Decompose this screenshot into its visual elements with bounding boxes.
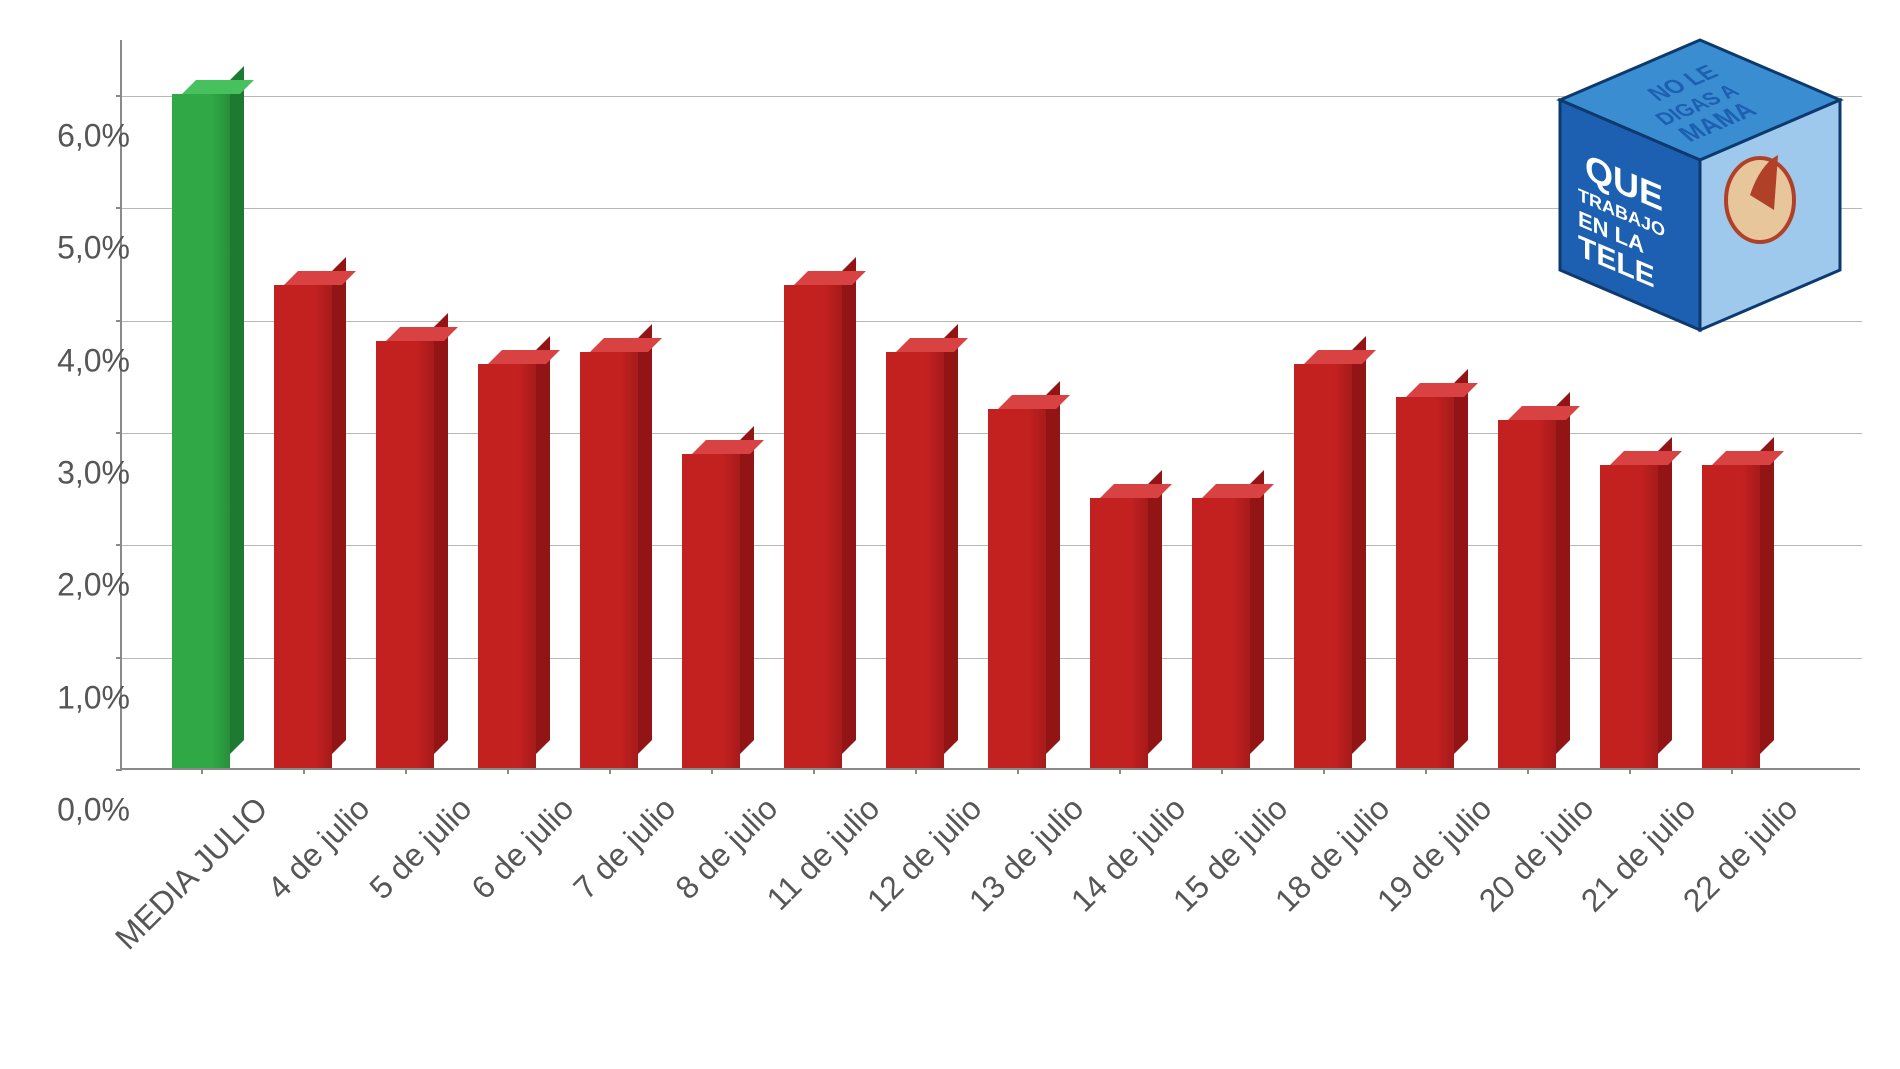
bar-side xyxy=(230,66,244,754)
bar-group xyxy=(1498,420,1556,768)
y-axis-label: 1,0% xyxy=(57,679,130,716)
y-tick xyxy=(116,544,122,546)
x-tick xyxy=(507,768,509,774)
bar-front xyxy=(478,364,536,768)
x-tick xyxy=(1629,768,1631,774)
bar-group xyxy=(1600,465,1658,768)
bar xyxy=(1498,420,1556,768)
y-tick xyxy=(116,320,122,322)
x-tick xyxy=(711,768,713,774)
bar-group xyxy=(682,454,740,768)
bar xyxy=(1294,364,1352,768)
bar-front xyxy=(172,94,230,768)
bar-group xyxy=(1702,465,1760,768)
y-axis-label: 2,0% xyxy=(57,567,130,604)
bar xyxy=(172,94,230,768)
bar-front xyxy=(580,352,638,768)
logo-cube-svg: QUE TRABAJO EN LA TELE NO LE DIGAS A MAM… xyxy=(1530,30,1870,360)
bar xyxy=(580,352,638,768)
x-tick xyxy=(609,768,611,774)
bar-group xyxy=(274,285,332,768)
bar-front xyxy=(1498,420,1556,768)
bar-side xyxy=(332,257,346,754)
bar xyxy=(376,341,434,768)
bar-front xyxy=(886,352,944,768)
bar-group xyxy=(1396,397,1454,768)
bar xyxy=(988,409,1046,768)
x-tick xyxy=(813,768,815,774)
bar-side xyxy=(1352,336,1366,754)
bar xyxy=(1600,465,1658,768)
bar-front xyxy=(1192,498,1250,768)
bar-side xyxy=(842,257,856,754)
x-tick xyxy=(1323,768,1325,774)
bar xyxy=(886,352,944,768)
y-axis-label: 6,0% xyxy=(57,118,130,155)
bar-front xyxy=(1396,397,1454,768)
bar-front xyxy=(376,341,434,768)
x-tick xyxy=(1119,768,1121,774)
bar-side xyxy=(1250,470,1264,754)
y-tick xyxy=(116,432,122,434)
bar-side xyxy=(1046,381,1060,754)
bar xyxy=(1090,498,1148,768)
bar xyxy=(682,454,740,768)
bar-side xyxy=(1760,437,1774,754)
bar-side xyxy=(1556,392,1570,754)
bar-group xyxy=(376,341,434,768)
bar-front xyxy=(1090,498,1148,768)
x-tick xyxy=(1221,768,1223,774)
x-tick xyxy=(1527,768,1529,774)
x-tick xyxy=(405,768,407,774)
bar-front xyxy=(1294,364,1352,768)
bar-group xyxy=(172,94,230,768)
y-axis-label: 5,0% xyxy=(57,230,130,267)
y-axis-label: 4,0% xyxy=(57,342,130,379)
logo-cube: QUE TRABAJO EN LA TELE NO LE DIGAS A MAM… xyxy=(1530,30,1870,360)
bar-group xyxy=(784,285,842,768)
y-tick xyxy=(116,95,122,97)
bar-group xyxy=(1294,364,1352,768)
x-tick xyxy=(303,768,305,774)
bar-group xyxy=(886,352,944,768)
bar-side xyxy=(944,324,958,754)
x-tick xyxy=(1017,768,1019,774)
x-tick xyxy=(201,768,203,774)
bar-side xyxy=(638,324,652,754)
bar-side xyxy=(740,426,754,754)
bar-front xyxy=(988,409,1046,768)
bar-group xyxy=(1192,498,1250,768)
bar-group xyxy=(580,352,638,768)
bar-group xyxy=(1090,498,1148,768)
x-tick xyxy=(915,768,917,774)
bar-group xyxy=(478,364,536,768)
y-axis-label: 3,0% xyxy=(57,455,130,492)
y-tick xyxy=(116,769,122,771)
bar-side xyxy=(434,313,448,754)
bar-side xyxy=(536,336,550,754)
x-tick xyxy=(1425,768,1427,774)
bar-front xyxy=(1702,465,1760,768)
bar-front xyxy=(1600,465,1658,768)
x-tick xyxy=(1731,768,1733,774)
bar xyxy=(1192,498,1250,768)
bar-side xyxy=(1148,470,1162,754)
bar-front xyxy=(784,285,842,768)
bar-group xyxy=(988,409,1046,768)
bar-side xyxy=(1658,437,1672,754)
bar-front xyxy=(274,285,332,768)
bar xyxy=(274,285,332,768)
bar xyxy=(478,364,536,768)
bar xyxy=(1702,465,1760,768)
bar-side xyxy=(1454,369,1468,754)
y-tick xyxy=(116,207,122,209)
bar-front xyxy=(682,454,740,768)
y-axis-label: 0,0% xyxy=(57,792,130,829)
y-tick xyxy=(116,657,122,659)
bar xyxy=(784,285,842,768)
bar xyxy=(1396,397,1454,768)
